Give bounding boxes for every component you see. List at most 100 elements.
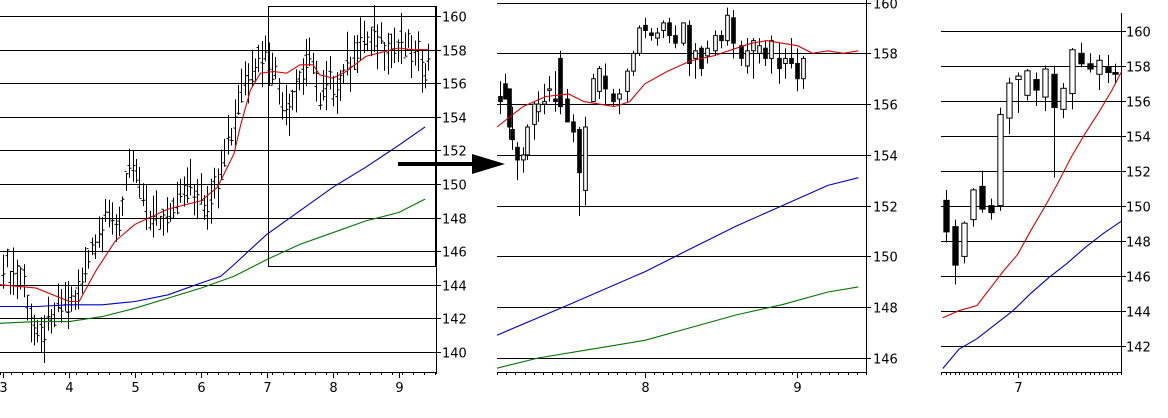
y-tick-label: 148	[1126, 236, 1151, 251]
candle-down	[611, 93, 616, 103]
y-tick-label: 142	[442, 313, 467, 328]
y-tick-label: 146	[1126, 271, 1151, 286]
candle-down	[731, 17, 736, 44]
candle-up	[681, 22, 686, 44]
candle-down	[603, 75, 608, 90]
y-tick-label: 152	[442, 145, 467, 160]
candle-down	[498, 95, 503, 103]
candle-up	[536, 103, 541, 113]
candle-down	[643, 24, 648, 31]
candle-down	[510, 129, 515, 141]
candle-up	[997, 114, 1004, 207]
y-tick-label: 158	[873, 48, 898, 63]
candle-down	[943, 199, 950, 233]
candle-down	[503, 83, 508, 100]
x-tick-label: 7	[263, 381, 271, 396]
moving-average-line	[942, 72, 1122, 319]
candle-up	[655, 32, 660, 39]
x-tick-label: 9	[793, 381, 801, 396]
candle-down	[558, 57, 563, 108]
candle-up	[525, 126, 530, 156]
y-tick-label: 156	[1126, 96, 1151, 111]
candle-down	[1105, 66, 1112, 74]
moving-average-line	[496, 286, 859, 369]
candle-down	[553, 98, 558, 103]
candle-up	[693, 50, 698, 59]
moving-average-line	[0, 126, 426, 308]
candle-up	[751, 40, 756, 52]
candle-up	[521, 154, 526, 161]
y-tick-label: 154	[442, 112, 467, 127]
candle-up	[542, 101, 547, 105]
y-tick-label: 156	[873, 99, 898, 114]
y-tick-label: 146	[442, 246, 467, 261]
y-tick-label: 158	[442, 45, 467, 60]
candle-down	[952, 226, 959, 266]
candle-up	[597, 68, 602, 92]
x-tick-label: 3	[0, 381, 8, 396]
candle-up	[661, 22, 666, 31]
candle-up	[1042, 68, 1049, 98]
y-tick-label: 160	[873, 0, 898, 13]
candle-down	[667, 22, 672, 37]
candle-down	[565, 98, 570, 123]
y-tick-label: 150	[1126, 201, 1151, 216]
candle-down	[795, 62, 800, 80]
zoom-highlight-box	[268, 6, 436, 267]
y-tick-label: 160	[1126, 26, 1151, 41]
candle-up	[783, 57, 788, 64]
y-tick-label: 158	[1126, 61, 1151, 76]
candle-up	[1015, 75, 1022, 81]
x-tick-label: 7	[1014, 381, 1022, 396]
candle-down	[789, 57, 794, 64]
y-tick-label: 154	[1126, 131, 1151, 146]
candle-down	[673, 35, 678, 44]
x-tick-label: 5	[131, 381, 139, 396]
candle-up	[961, 222, 968, 257]
moving-average-line	[942, 220, 1122, 369]
moving-average-line	[496, 177, 859, 336]
x-tick-label: 4	[65, 381, 73, 396]
candle-down	[1087, 63, 1094, 70]
candle-down	[979, 185, 986, 210]
middle-panel: 146 148 150 152 154 156 158 160 8 9	[496, 0, 898, 396]
candle-up	[970, 189, 977, 221]
candle-down	[777, 57, 782, 70]
candle-up	[745, 50, 750, 67]
candle-up	[1006, 82, 1013, 119]
y-tick-label: 148	[442, 213, 467, 228]
candle-down	[507, 88, 512, 128]
candle-down	[1078, 52, 1085, 65]
candle-up	[637, 27, 642, 54]
candle-up	[625, 70, 630, 92]
x-tick-label: 8	[641, 381, 649, 396]
candle-up	[532, 103, 537, 125]
zoom-arrow-head	[472, 154, 505, 174]
x-tick-label: 8	[329, 381, 337, 396]
candle-down	[577, 129, 582, 174]
right-panel: 142 144 146 148 150 152 154 156 158 160 7	[941, 13, 1151, 396]
candle-down	[763, 47, 768, 59]
candle-up	[801, 57, 806, 80]
candle-down	[571, 121, 576, 133]
candle-up	[547, 88, 552, 91]
moving-average-line	[0, 47, 429, 303]
candle-up	[583, 126, 588, 191]
y-tick-label: 156	[442, 78, 467, 93]
y-tick-label: 144	[442, 280, 467, 295]
candle-up	[617, 93, 622, 100]
candle-down	[988, 205, 995, 214]
candle-down	[739, 45, 744, 59]
candle-down	[687, 24, 692, 64]
candle-down	[1112, 72, 1119, 75]
y-tick-label: 142	[1126, 341, 1151, 356]
candle-up	[757, 45, 762, 54]
candle-down	[1051, 73, 1058, 109]
candle-up	[769, 40, 774, 59]
y-tick-label: 150	[442, 179, 467, 194]
x-tick-label: 9	[395, 381, 403, 396]
y-tick-label: 140	[442, 347, 467, 362]
y-tick-label: 146	[873, 353, 898, 368]
